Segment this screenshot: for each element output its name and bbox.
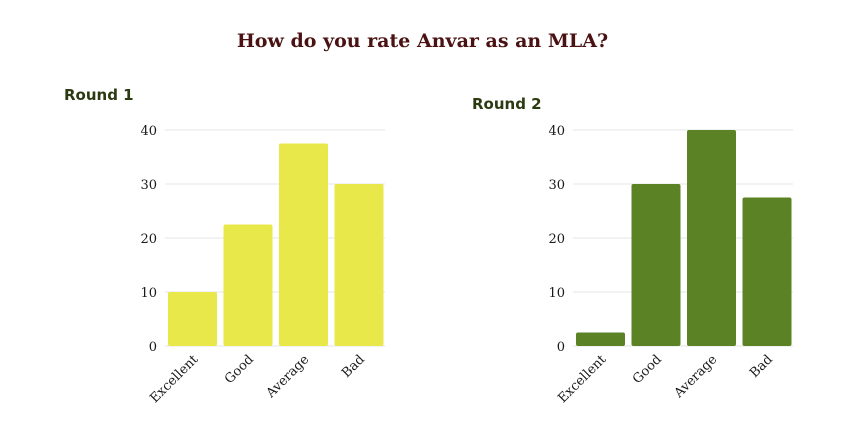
y-tick-label: 20 (140, 232, 157, 247)
bar-excellent (576, 332, 625, 346)
x-tick-label: Excellent (555, 352, 610, 407)
x-tick-label: Excellent (147, 352, 202, 407)
bar-excellent (168, 292, 217, 346)
bar-average (279, 143, 328, 346)
bar-good (223, 224, 273, 346)
x-tick-label: Bad (747, 352, 776, 381)
bar-bad (742, 197, 792, 346)
x-tick-label: Bad (339, 352, 368, 381)
x-tick-label: Good (630, 352, 665, 387)
y-tick-label: 10 (548, 286, 565, 301)
y-tick-label: 40 (548, 124, 565, 139)
x-tick-label: Average (263, 352, 313, 402)
y-tick-label: 40 (140, 124, 157, 139)
y-tick-label: 0 (557, 340, 565, 355)
y-tick-label: 30 (140, 178, 157, 193)
y-tick-label: 10 (140, 286, 157, 301)
x-tick-label: Average (671, 352, 721, 402)
y-tick-label: 20 (548, 232, 565, 247)
round-2-title: Round 2 (472, 95, 542, 113)
x-tick-label: Good (222, 352, 257, 387)
bar-good (631, 184, 681, 346)
chart-title: How do you rate Anvar as an MLA? (236, 30, 609, 52)
y-tick-label: 30 (548, 178, 565, 193)
round-1-title: Round 1 (64, 86, 134, 104)
bar-average (687, 130, 736, 346)
bar-bad (334, 184, 384, 346)
y-tick-label: 0 (149, 340, 157, 355)
